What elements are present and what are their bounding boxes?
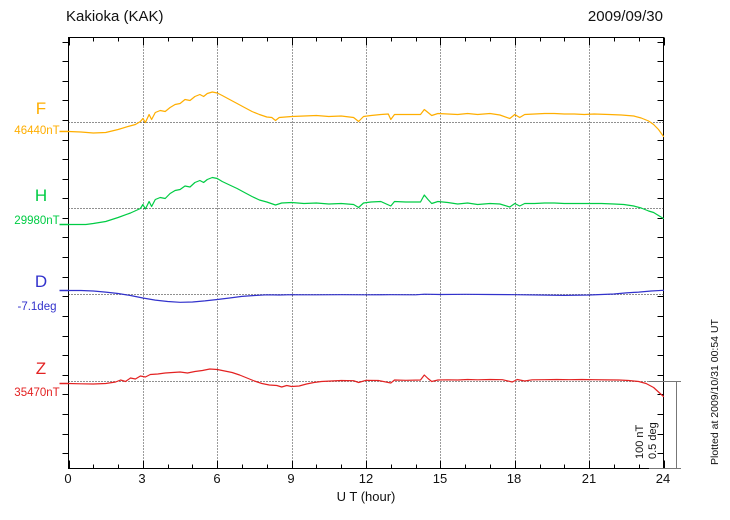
- x-tick-label-0: 0: [64, 471, 72, 486]
- scale-bar-label-deg: 0.5 deg: [647, 422, 659, 459]
- x-axis-label: U T (hour): [336, 489, 396, 504]
- plot-date: 2009/09/30: [587, 8, 663, 25]
- trace-Z: [67, 368, 665, 398]
- series-label-F: F: [35, 99, 47, 118]
- trace-D: [67, 289, 665, 303]
- station-title: Kakioka (KAK): [66, 8, 164, 25]
- plotted-at-note: Plotted at 2009/10/31 00:54 UT: [709, 319, 721, 465]
- x-tick-label-21: 21: [581, 471, 597, 486]
- series-label-H: H: [34, 186, 48, 205]
- x-tick-label-12: 12: [358, 471, 374, 486]
- series-baseline-Z: 35470nT: [14, 387, 60, 399]
- scale-bar-label-nT: 100 nT: [634, 424, 646, 459]
- x-tick-label-6: 6: [213, 471, 221, 486]
- x-tick-label-18: 18: [506, 471, 522, 486]
- series-baseline-H: 29980nT: [14, 215, 60, 227]
- series-label-Z: Z: [35, 359, 47, 378]
- series-baseline-F: 46440nT: [14, 125, 60, 137]
- x-tick-label-3: 3: [138, 471, 146, 486]
- trace-F: [67, 91, 665, 138]
- x-tick-label-15: 15: [432, 471, 448, 486]
- x-tick-label-24: 24: [655, 471, 671, 486]
- x-tick-label-9: 9: [287, 471, 295, 486]
- series-label-D: D: [34, 272, 48, 291]
- trace-H: [67, 176, 665, 226]
- series-baseline-D: -7.1deg: [17, 301, 57, 313]
